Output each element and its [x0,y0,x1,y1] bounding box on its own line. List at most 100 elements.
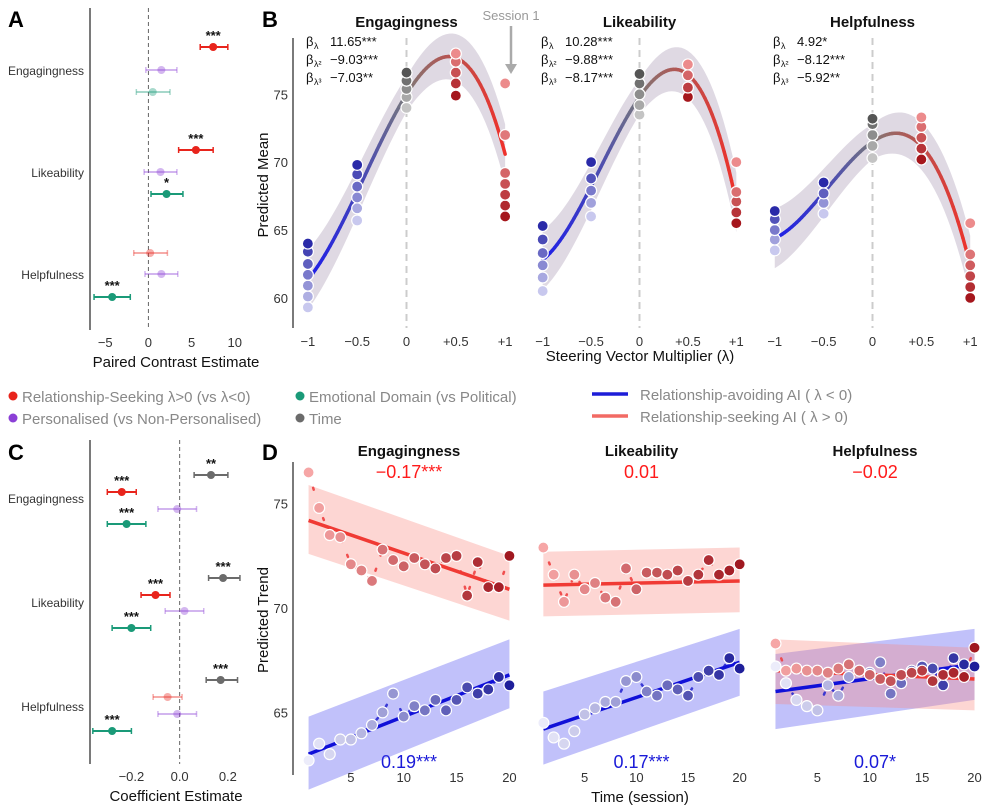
legend-dot-red [8,391,18,401]
panel-b-x-tick-label: +1 [498,334,513,349]
panel-d-x-tick-label: 20 [967,770,981,785]
panel-d-seek-point [492,581,505,594]
panel-d-y-tick-label: 75 [274,497,288,512]
panel-d-seek-point [936,668,950,681]
panel-d-avoid-point [619,674,633,688]
panel-d-avoid-point [557,737,571,750]
panel-b-data-point [351,202,364,215]
panel-d-avoid-point [355,727,368,740]
panel-b-x-tick-label: 0 [403,334,410,349]
legend-dot-purple [8,413,18,423]
panel-d-seek-point [397,560,410,573]
panel-b-data-point [536,246,549,260]
panel-d-seek-point [723,564,736,577]
panel-d-avoid-point [609,695,622,709]
panel-a-group-label: Likeability [31,166,84,180]
panel-a-point-personalised [157,66,166,74]
panel-d-avoid-point [650,689,664,702]
panel-b-coef-beta: β [773,52,780,67]
panel-b-data-point [351,180,364,193]
panel-d-avoid-point [842,670,855,684]
panel-b-coef-value: −8.17*** [565,70,613,85]
panel-d-seek-point [609,595,622,608]
panel-d-seek-point [884,674,897,688]
panel-d-facet-title: Likeability [605,443,679,460]
panel-d-x-tick-label: 10 [629,770,643,785]
panel-d-avoid-point [397,710,410,723]
legend-right: Relationship-avoiding AI ( λ < 0) Relati… [592,387,852,426]
panel-b-data-point [301,279,314,292]
panel-c-sig-label: ** [206,456,217,471]
panel-b-data-point [536,271,549,284]
legend-left: Relationship-Seeking λ>0 (vs λ<0) Person… [8,389,517,428]
panel-b-coef-value: −9.88*** [565,52,613,67]
panel-b-x-tick-label: −1 [535,334,550,349]
panel-a-forest-plot: Engagingness Likeability Helpfulness −5 0 5 10… [8,8,259,371]
panel-d-seek-point [790,662,803,675]
panel-d-avoid-point [957,658,971,671]
panel-b-data-point [681,58,695,71]
panel-d-avoid-point [640,685,653,698]
panel-d-avoid-point [832,689,845,702]
legend-label-time: Time [309,411,342,428]
panel-d-seek-point [619,562,633,575]
panel-b-data-point [964,217,977,230]
panel-b-facet-title: Helpfulness [830,14,915,31]
panel-label-b: B [262,7,278,32]
panel-a-point-relationship-seeking [191,146,200,154]
panel-d-avoid-point [821,679,834,692]
panel-d-seek-fit-line [543,579,740,587]
panel-b-x-tick-label: +1 [729,334,744,349]
panel-a-point-personalised [156,168,165,176]
panel-b-coef-value: −8.12*** [797,52,845,67]
panel-b-data-point [499,199,512,212]
panel-d-avoid-point [482,683,495,696]
panel-d-avoid-point [450,693,463,706]
panel-c-x-tick-label: 0.2 [219,769,237,784]
panel-d-avoid-point [313,737,326,750]
panel-b-coef-beta: β [306,70,313,85]
panel-d-avoid-point [723,652,736,665]
panel-d-avoid-point [365,718,379,732]
panel-a-sig-label: *** [105,278,121,293]
panel-b-coef-subscript: λ [781,41,786,51]
panel-b-x-tick-label: −1 [767,334,782,349]
legend-label-emotional-domain: Emotional Domain (vs Political) [309,389,517,406]
panel-b-data-point [301,290,314,303]
panel-b-x-axis-label: Steering Vector Multiplier (λ) [546,348,734,365]
panel-b-data-point [584,172,598,185]
panel-c-group-label: Engagingness [8,492,84,506]
panel-a-sig-label: *** [206,28,222,43]
panel-b-coef-subscript: λ² [781,59,789,69]
panel-d-avoid-point [884,687,897,700]
panel-d-x-tick-label: 15 [681,770,695,785]
panel-b-coef-beta: β [541,52,548,67]
panel-b-data-point [915,142,928,155]
panel-b-data-point [351,158,364,171]
panel-d-seek-point [733,558,746,571]
panel-d-seek-point [334,531,347,544]
panel-d-seek-point [650,566,664,579]
panel-d-x-tick-label: 15 [449,770,463,785]
legend-label-personalised: Personalised (vs Non-Personalised) [22,411,261,428]
panel-b-x-tick-label: 0 [636,334,643,349]
panel-d-avoid-point [568,725,581,738]
panel-b-data-point [768,223,781,237]
legend-label-relationship-seeking: Relationship-Seeking λ>0 (vs λ<0) [22,389,250,406]
panel-d-seek-point [387,553,400,567]
panel-b-data-point [866,112,879,125]
panel-b-data-point [351,214,364,227]
panel-d-avoid-point [408,700,421,713]
panel-b-data-point [730,217,743,230]
panel-b-data-point [584,196,598,209]
panel-d-seek-point [313,501,326,515]
panel-d-avoid-point [418,704,431,717]
panel-d-avoid-point [537,716,550,729]
panel-b-data-point [681,69,695,82]
panel-d-seek-point [599,591,612,604]
panel-d-avoid-point [811,704,824,717]
panel-d-y-tick-label: 65 [274,705,288,720]
panel-d-seek-point [779,664,793,677]
panel-b-coef-beta: β [541,34,548,49]
